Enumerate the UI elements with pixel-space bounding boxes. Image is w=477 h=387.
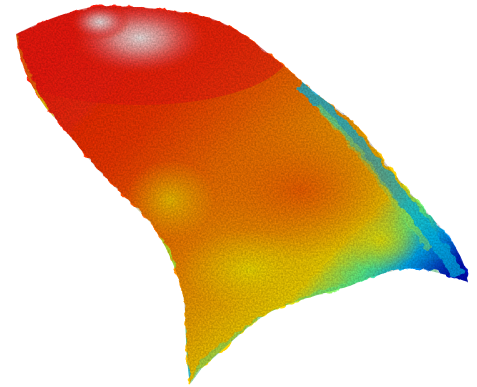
terrain-surface	[16, 6, 468, 384]
render-viewport	[16, 6, 468, 384]
